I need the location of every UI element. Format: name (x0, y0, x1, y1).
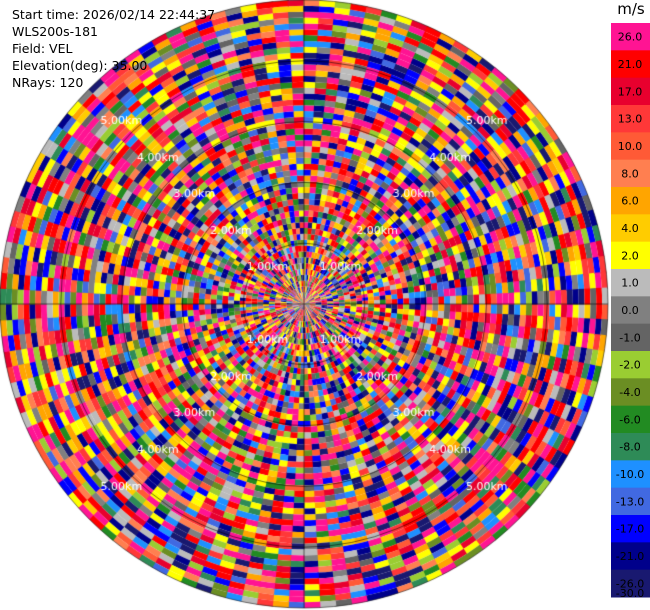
colorbar-swatch (611, 159, 650, 188)
colorbar-tick-label: -4.0 (619, 386, 640, 399)
colorbar-tick-label: -6.0 (619, 413, 640, 426)
colorbar-tick-label: 6.0 (621, 195, 639, 208)
colorbar-tick-label: 17.0 (618, 85, 643, 98)
colorbar-swatch (611, 241, 650, 270)
colorbar-tick-label: 26.0 (618, 31, 643, 44)
ray-count: NRays: 120 (12, 75, 84, 90)
colorbar-tick-label: 0.0 (621, 304, 639, 317)
start-time: Start time: 2026/02/14 22:44:37 (12, 7, 216, 22)
colorbar-swatch (611, 323, 650, 352)
colorbar-tick-label: 10.0 (618, 140, 643, 153)
colorbar-swatch (611, 132, 650, 161)
colorbar-swatch (611, 105, 650, 133)
colorbar-swatch (611, 378, 650, 407)
colorbar-swatch (611, 351, 650, 379)
colorbar-swatch (611, 77, 650, 106)
colorbar-tick-label: 8.0 (621, 167, 639, 180)
colorbar-swatch (611, 487, 650, 516)
colorbar-swatch (611, 433, 650, 461)
elevation: Elevation(deg): 35.00 (12, 58, 148, 73)
scan-info: Start time: 2026/02/14 22:44:37 WLS200s-… (12, 6, 215, 91)
colorbar-swatch (611, 23, 650, 51)
colorbar-tick-label: -8.0 (619, 441, 640, 454)
colorbar: 26.0 21.0 17.0 13.0 10.0 8.0 6.0 4.0 2.0 1.0 0.0 -1… (611, 23, 650, 600)
field-name: Field: VEL (12, 41, 73, 56)
colorbar-swatch (611, 569, 650, 598)
colorbar-unit: m/s (617, 0, 645, 18)
colorbar-swatch (611, 460, 650, 489)
colorbar-tick-label: 1.0 (621, 277, 639, 290)
colorbar-swatch (611, 405, 650, 434)
colorbar-tick-label: -26.0 (616, 577, 644, 590)
colorbar-tick-label: -30.0 (616, 587, 644, 600)
colorbar-tick-label: -10.0 (616, 468, 644, 481)
colorbar-tick-label: 2.0 (621, 249, 639, 262)
colorbar-swatch (611, 269, 650, 297)
colorbar-tick-label: 21.0 (618, 58, 643, 71)
colorbar-tick-label: -1.0 (619, 331, 640, 344)
colorbar-swatch (611, 214, 650, 243)
colorbar-swatch (611, 296, 650, 325)
instrument-name: WLS200s-181 (12, 24, 98, 39)
colorbar-swatch (611, 515, 650, 543)
colorbar-tick-label: 4.0 (621, 222, 639, 235)
colorbar-tick-label: -17.0 (616, 523, 644, 536)
colorbar-tick-label: 13.0 (618, 113, 643, 126)
colorbar-swatch (611, 50, 650, 79)
colorbar-swatch (611, 542, 650, 571)
colorbar-tick-label: -2.0 (619, 359, 640, 372)
colorbar-swatch (611, 187, 650, 215)
colorbar-tick-label: -21.0 (616, 550, 644, 563)
colorbar-tick-label: -13.0 (616, 495, 644, 508)
